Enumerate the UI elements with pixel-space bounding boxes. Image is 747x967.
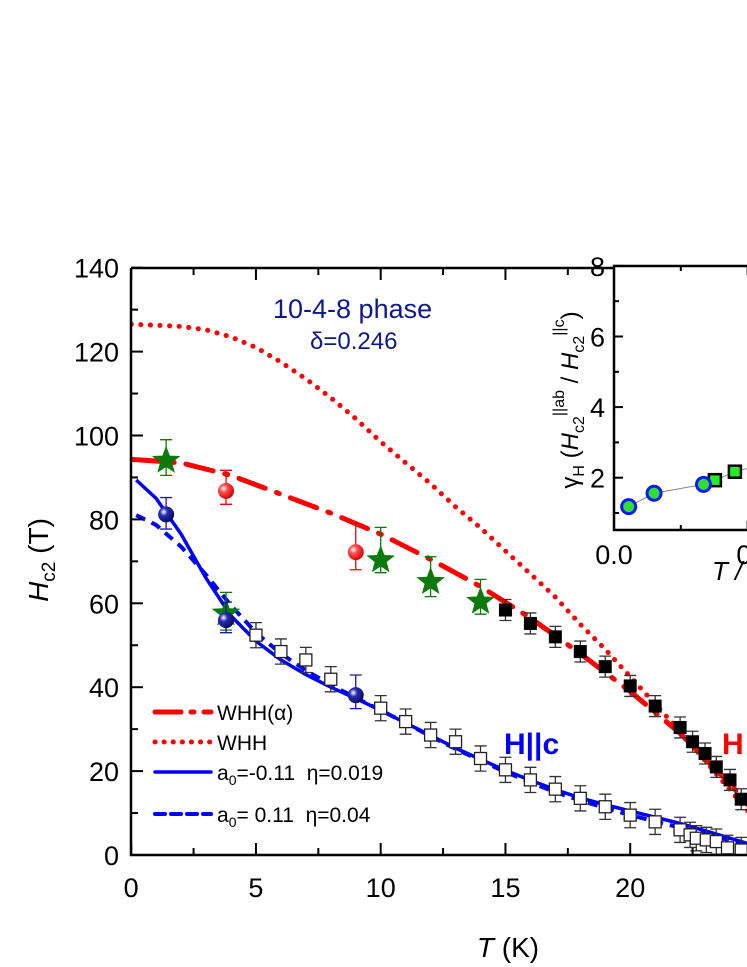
- h-c-open-square: [299, 653, 313, 667]
- inset-y-tick-label: 6: [590, 323, 605, 353]
- y-axis-title: Hc2 (T): [23, 518, 60, 602]
- inset-x-tick-label: 0.: [736, 540, 747, 570]
- blue-sphere-marker: [158, 506, 175, 523]
- h-c-open-square: [249, 628, 263, 642]
- h-c-open-square: [324, 672, 338, 686]
- h-c-open-square: [448, 735, 463, 749]
- h-ab-filled-square: [648, 699, 662, 713]
- inset-green-circle: [695, 475, 713, 493]
- green-star-marker: [466, 586, 495, 614]
- x-tick-label: 5: [248, 873, 263, 903]
- h-c-open-square: [374, 701, 388, 715]
- y-tick-label: 20: [89, 757, 119, 787]
- blue-sphere-marker: [347, 687, 364, 704]
- h-c-open-square: [274, 644, 288, 659]
- h-ab-filled-square: [623, 679, 637, 693]
- inset-x-tick-label: 0.0: [595, 540, 633, 570]
- y-tick-label: 40: [89, 673, 119, 703]
- h-c-open-square: [548, 782, 562, 796]
- h-ab-filled-square: [698, 746, 712, 760]
- inset-marks: [620, 464, 747, 516]
- inset-y-tick-label: 8: [590, 252, 605, 282]
- h-c-open-square: [720, 841, 735, 855]
- inset-green-circle: [645, 484, 663, 502]
- h-ab-filled-square: [686, 735, 700, 749]
- h-c-open-square: [598, 800, 612, 814]
- inset-green-square: [727, 464, 743, 479]
- x-tick-label: 15: [490, 873, 520, 903]
- h-ab-filled-square: [734, 792, 747, 806]
- green-star-marker: [151, 445, 181, 473]
- x-tick-label: 20: [615, 873, 645, 903]
- red-sphere-marker: [218, 482, 235, 499]
- h-ab-filled-square: [709, 760, 723, 774]
- h-c-open-square: [709, 834, 723, 849]
- h-ab-filled-square: [523, 616, 537, 630]
- inset-x-axis-title: T /: [712, 556, 745, 586]
- h-ab-filled-square: [598, 660, 612, 674]
- h-ab-filled-square: [573, 645, 587, 659]
- h-ab-filled-square: [498, 603, 512, 617]
- y-tick-label: 0: [104, 841, 119, 871]
- y-tick-label: 140: [74, 254, 119, 284]
- red-sphere-marker: [347, 544, 364, 561]
- legend-label: a0= 0.11 η=0.04: [217, 804, 371, 830]
- h-c-open-square: [648, 815, 662, 829]
- h-c-label: H||c: [504, 728, 559, 761]
- inset-y-tick-label: 4: [590, 393, 605, 423]
- x-tick-label: 0: [124, 873, 139, 903]
- h-c-open-square: [498, 763, 513, 777]
- legend: WHH(α) WHH a0=-0.11 η=0.019 a0= 0.11 η=0.04: [152, 702, 383, 830]
- delta-label: δ=0.246: [310, 328, 397, 355]
- inset-background: [614, 266, 747, 530]
- y-tick-label: 100: [74, 422, 119, 452]
- blue-sphere-marker: [218, 612, 235, 629]
- h-ab-filled-square: [548, 630, 562, 644]
- x-tick-label: 10: [366, 873, 396, 903]
- h-c-open-square: [398, 714, 413, 729]
- green-star-marker: [416, 566, 445, 594]
- phase-label: 10-4-8 phase: [273, 294, 432, 324]
- whh-curve: [131, 321, 747, 814]
- h-ab-filled-square: [723, 773, 737, 787]
- legend-label: a0=-0.11 η=0.019: [217, 762, 383, 788]
- fit-dashed-curve: [135, 513, 747, 847]
- h-c-open-square: [473, 751, 488, 766]
- legend-label: WHH: [217, 732, 267, 755]
- h-c-open-square: [623, 808, 637, 822]
- h-c-open-square: [423, 728, 438, 742]
- y-tick-label: 120: [74, 338, 119, 368]
- y-tick-label: 60: [89, 589, 119, 619]
- inset-y-axis-title: γH (Hc2||ab / Hc2||c): [551, 311, 588, 488]
- h-ab-filled-square: [673, 720, 687, 734]
- h-c-open-square: [523, 773, 538, 787]
- inset-y-tick-label: 2: [590, 464, 605, 494]
- y-tick-label: 80: [89, 505, 119, 535]
- legend-label: WHH(α): [217, 702, 293, 725]
- h-c-open-square: [734, 843, 747, 855]
- inset-green-circle: [620, 498, 638, 516]
- x-axis-title: T (K): [477, 932, 539, 963]
- fit-solid-curve: [135, 478, 747, 846]
- h-c-open-square: [573, 791, 587, 806]
- green-star-marker: [366, 545, 395, 573]
- h-ab-label: H: [722, 728, 744, 761]
